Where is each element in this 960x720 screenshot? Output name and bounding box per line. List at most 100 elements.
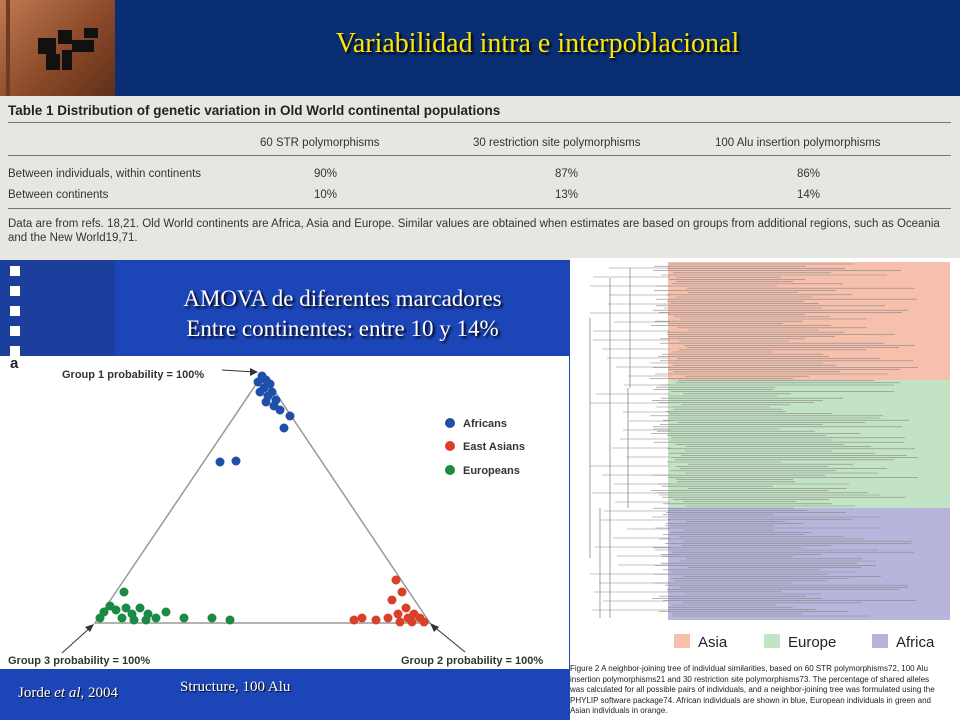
citation-et-al: et al bbox=[54, 685, 81, 701]
bullet-square-icon bbox=[10, 326, 20, 336]
sample-point bbox=[119, 587, 129, 597]
table-cell: 13% bbox=[555, 189, 579, 201]
legend-swatch-europe bbox=[764, 634, 780, 648]
citation: Jorde et al, 2004 bbox=[18, 685, 118, 702]
panel-letter: a bbox=[10, 356, 19, 372]
sample-point bbox=[161, 607, 171, 617]
table-footnote: Data are from refs. 18,21. Old World con… bbox=[8, 218, 940, 244]
caption-line: was calculated for all possible pairs of… bbox=[570, 685, 935, 694]
citation-year: , 2004 bbox=[80, 685, 119, 701]
sample-point bbox=[395, 617, 405, 627]
slide-title: Variabilidad intra e interpoblacional bbox=[335, 28, 740, 59]
logo-mark-icon bbox=[6, 0, 98, 96]
structure-label: Structure, 100 Alu bbox=[180, 679, 291, 695]
legend-swatch-east-asians bbox=[445, 441, 455, 451]
sample-point bbox=[253, 377, 263, 387]
europe-band bbox=[668, 380, 950, 508]
citation-author: Jorde bbox=[18, 685, 51, 701]
table-cell: 10% bbox=[314, 189, 338, 201]
sample-point bbox=[419, 617, 429, 627]
sample-point bbox=[393, 609, 403, 619]
table-cell: 87% bbox=[555, 168, 579, 180]
sample-point bbox=[357, 613, 367, 623]
table-row-label: Between individuals, within continents bbox=[8, 168, 202, 180]
sample-point bbox=[279, 423, 289, 433]
tree-figure: Asia Europe Africa bbox=[570, 258, 960, 720]
caption-line: insertion polymorphisms21 and 30 restric… bbox=[570, 674, 930, 684]
group1-label: Group 1 probability = 100% bbox=[62, 369, 204, 381]
sample-point bbox=[179, 613, 189, 623]
sample-point bbox=[135, 603, 145, 613]
sample-point bbox=[397, 587, 407, 597]
table-row-label: Between continents bbox=[8, 189, 109, 201]
sample-point bbox=[111, 605, 121, 615]
legend-swatch-africa bbox=[872, 634, 888, 648]
table-col-header-3: 100 Alu insertion polymorphisms bbox=[715, 137, 881, 149]
table-cell: 90% bbox=[314, 168, 338, 180]
tree-branches bbox=[589, 263, 918, 618]
arrowhead-icon bbox=[250, 368, 258, 376]
sample-point bbox=[129, 615, 139, 625]
sample-point bbox=[95, 613, 105, 623]
legend-label-africans: Africans bbox=[463, 418, 507, 430]
tree-svg: Asia Europe Africa bbox=[589, 262, 950, 651]
group3-arrow bbox=[61, 625, 93, 654]
sample-point bbox=[261, 397, 271, 407]
table-rule-mid bbox=[8, 155, 951, 156]
slide-header bbox=[0, 0, 960, 96]
sample-point bbox=[231, 456, 241, 466]
legend-label-asia: Asia bbox=[698, 634, 728, 651]
table-rule-bottom bbox=[8, 208, 951, 209]
sample-point bbox=[401, 603, 411, 613]
table-rule-top bbox=[8, 122, 951, 123]
sample-point bbox=[275, 405, 285, 415]
caption-line: Figure 2 A neighbor-joining tree of indi… bbox=[570, 664, 928, 673]
table-col-header-1: 60 STR polymorphisms bbox=[260, 137, 380, 149]
amova-line-1: AMOVA de diferentes marcadores bbox=[183, 286, 502, 311]
table-cell: 86% bbox=[797, 168, 821, 180]
table-cell: 14% bbox=[797, 189, 821, 201]
legend-label-africa: Africa bbox=[896, 634, 935, 651]
legend-label-europe: Europe bbox=[788, 634, 836, 651]
sample-point bbox=[225, 615, 235, 625]
bullet-square-icon bbox=[10, 266, 20, 276]
sample-point bbox=[141, 615, 151, 625]
africa-band bbox=[668, 508, 950, 620]
table-caption: Table 1 Distribution of genetic variatio… bbox=[8, 103, 501, 118]
structure-plot: a Group 1 probability = 100% Group 3 pro… bbox=[0, 356, 569, 669]
sample-points bbox=[95, 371, 429, 627]
sample-point bbox=[285, 411, 295, 421]
sample-point bbox=[349, 615, 359, 625]
sample-point bbox=[407, 617, 417, 627]
tree-figure-caption: Figure 2 A neighbor-joining tree of indi… bbox=[570, 664, 956, 717]
legend-swatch-africans bbox=[445, 418, 455, 428]
amova-line-2: Entre continentes: entre 10 y 14% bbox=[186, 316, 499, 341]
sample-point bbox=[391, 575, 401, 585]
caption-line: PHYLIP software package74. African indiv… bbox=[570, 695, 931, 705]
sample-point bbox=[215, 457, 225, 467]
legend-swatch-asia bbox=[674, 634, 690, 648]
caption-line: Asian individuals in orange. bbox=[570, 706, 668, 715]
table-panel: Table 1 Distribution of genetic variatio… bbox=[0, 96, 960, 260]
bullet-square-icon bbox=[10, 346, 20, 356]
sample-point bbox=[121, 603, 131, 613]
legend-swatch-europeans bbox=[445, 465, 455, 475]
legend-label-europeans: Europeans bbox=[463, 465, 520, 477]
sample-point bbox=[371, 615, 381, 625]
sample-point bbox=[387, 595, 397, 605]
decorative-strip bbox=[0, 260, 115, 360]
sample-point bbox=[207, 613, 217, 623]
bullet-square-icon bbox=[10, 306, 20, 316]
structure-plot-svg: a Group 1 probability = 100% Group 3 pro… bbox=[8, 356, 543, 667]
arrowhead-icon bbox=[430, 623, 439, 632]
sample-point bbox=[117, 613, 127, 623]
amova-text: AMOVA de diferentes marcadores Entre con… bbox=[115, 284, 570, 344]
group3-label: Group 3 probability = 100% bbox=[8, 655, 150, 667]
group2-arrow bbox=[431, 624, 466, 653]
sample-point bbox=[255, 387, 265, 397]
table-col-header-2: 30 restriction site polymorphisms bbox=[473, 137, 641, 149]
sample-point bbox=[383, 613, 393, 623]
triangle-outline bbox=[93, 372, 432, 624]
legend-label-east-asians: East Asians bbox=[463, 441, 525, 453]
sample-point bbox=[151, 613, 161, 623]
